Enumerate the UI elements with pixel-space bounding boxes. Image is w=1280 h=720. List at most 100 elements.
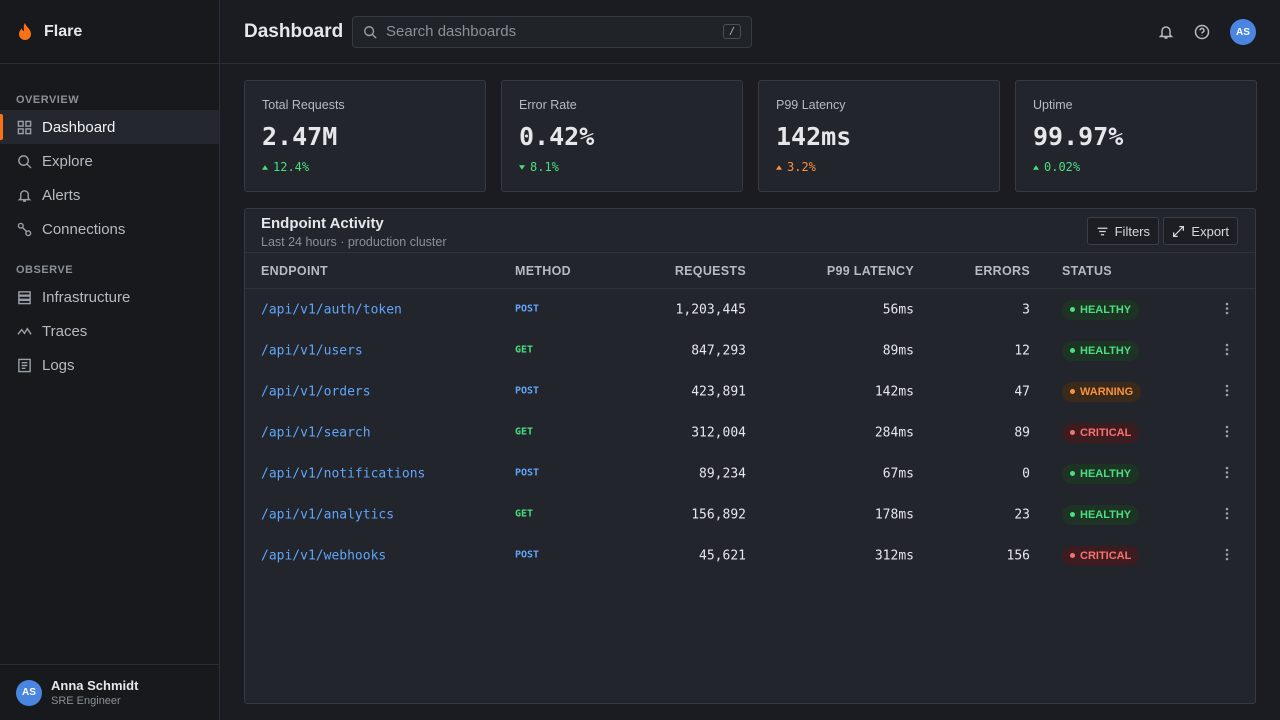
- latency: 312ms: [874, 548, 914, 563]
- stat-change: 12.4%: [262, 160, 468, 174]
- status-dot: [1070, 430, 1075, 435]
- help-button[interactable]: [1194, 24, 1210, 40]
- status-dot: [1070, 471, 1075, 476]
- row-menu[interactable]: [1225, 302, 1229, 318]
- row-menu[interactable]: [1225, 425, 1229, 441]
- method: POST: [515, 467, 540, 478]
- stat-value: 2.47M: [262, 122, 338, 151]
- panel-title: Endpoint Activity: [261, 215, 384, 232]
- column-header: METHOD: [515, 263, 571, 278]
- row-menu[interactable]: [1225, 384, 1229, 400]
- table-row: /api/v1/analytics GET 156,892 178ms 23 HEALTH…: [245, 494, 1255, 535]
- latency: 89ms: [882, 343, 914, 358]
- export-button[interactable]: Export: [1163, 217, 1238, 245]
- brand[interactable]: Flare: [0, 0, 219, 64]
- nav-item[interactable]: Connections: [0, 212, 219, 246]
- row-menu[interactable]: [1225, 343, 1229, 359]
- section-title: OBSERVE: [16, 264, 74, 276]
- change-value: 3.2%: [787, 160, 816, 174]
- user-profile[interactable]: AS Anna Schmidt SRE Engineer: [0, 664, 219, 720]
- stat-value: 0.42%: [519, 122, 595, 151]
- row-menu[interactable]: [1225, 548, 1229, 564]
- errors: 0: [1022, 466, 1030, 481]
- trend-arrow: [776, 164, 782, 170]
- table-row: /api/v1/orders POST 423,891 142ms 47 WARNING: [245, 371, 1255, 412]
- requests: 156,892: [691, 507, 746, 522]
- endpoint-link[interactable]: /api/v1/search: [261, 425, 371, 440]
- table-row: /api/v1/notifications POST 89,234 67ms 0 HEAL…: [245, 453, 1255, 494]
- nav-label: Infrastructure: [42, 288, 131, 306]
- nav-item[interactable]: Traces: [0, 314, 219, 348]
- column-header: STATUS: [1062, 263, 1112, 278]
- endpoint-link[interactable]: /api/v1/webhooks: [261, 548, 387, 563]
- page-title: Dashboard: [244, 20, 344, 42]
- status-badge: WARNING: [1062, 381, 1142, 402]
- nav-item[interactable]: Logs: [0, 348, 219, 382]
- requests: 847,293: [691, 343, 746, 358]
- table-row: /api/v1/search GET 312,004 284ms 89 CRITICAL: [245, 412, 1255, 453]
- nav-label: Dashboard: [42, 118, 116, 136]
- stat-change: 8.1%: [519, 160, 725, 174]
- filters-button[interactable]: Filters: [1086, 217, 1159, 245]
- status-label: HEALTHY: [1080, 508, 1132, 521]
- method: POST: [515, 303, 540, 314]
- sidebar: Flare OVERVIEW Dashboard Explore Alerts …: [0, 0, 220, 720]
- stat-change: 3.2%: [776, 160, 982, 174]
- endpoint-link[interactable]: /api/v1/analytics: [261, 507, 395, 522]
- stat-value: 99.97%: [1033, 122, 1124, 151]
- errors: 89: [1014, 425, 1030, 440]
- nav-label: Logs: [42, 356, 75, 374]
- requests: 1,203,445: [675, 302, 746, 317]
- method: POST: [515, 549, 540, 560]
- latency: 284ms: [874, 425, 914, 440]
- search-box[interactable]: Search dashboards /: [352, 15, 752, 48]
- notifications-button[interactable]: [1158, 24, 1174, 40]
- status-badge: HEALTHY: [1062, 299, 1140, 320]
- latency: 178ms: [874, 507, 914, 522]
- brand-logo: [19, 23, 31, 40]
- nav-item[interactable]: Alerts: [0, 178, 219, 212]
- errors: 3: [1022, 302, 1030, 317]
- status-label: HEALTHY: [1080, 303, 1132, 316]
- endpoint-panel: Endpoint Activity Last 24 hours · produc…: [244, 208, 1256, 704]
- button-label: Export: [1191, 223, 1229, 239]
- endpoint-link[interactable]: /api/v1/orders: [261, 384, 371, 399]
- stat-card: Total Requests 2.47M 12.4%: [244, 80, 486, 192]
- shortcut-key: /: [722, 24, 741, 39]
- nav-item[interactable]: Infrastructure: [0, 280, 219, 314]
- button-label: Filters: [1114, 223, 1150, 239]
- nav-label: Explore: [42, 152, 93, 170]
- stat-card: P99 Latency 142ms 3.2%: [758, 80, 1000, 192]
- user-avatar: AS: [16, 679, 42, 706]
- requests: 45,621: [699, 548, 746, 563]
- status-badge: HEALTHY: [1062, 504, 1140, 525]
- table-row: /api/v1/users GET 847,293 89ms 12 HEALTHY: [245, 330, 1255, 371]
- status-badge: CRITICAL: [1062, 545, 1140, 566]
- panel-subtitle: Last 24 hours · production cluster: [261, 235, 447, 249]
- status-dot: [1070, 512, 1075, 517]
- method: GET: [515, 426, 534, 437]
- row-menu[interactable]: [1225, 507, 1229, 523]
- status-badge: HEALTHY: [1062, 463, 1140, 484]
- endpoint-link[interactable]: /api/v1/notifications: [261, 466, 426, 481]
- requests: 89,234: [699, 466, 746, 481]
- nav-label: Connections: [42, 220, 126, 238]
- user-name: Anna Schmidt: [51, 678, 139, 693]
- endpoint-link[interactable]: /api/v1/auth/token: [261, 302, 402, 317]
- latency: 67ms: [882, 466, 914, 481]
- errors: 12: [1014, 343, 1030, 358]
- nav-item[interactable]: Explore: [0, 144, 219, 178]
- requests: 423,891: [691, 384, 746, 399]
- nav-label: Traces: [42, 322, 88, 340]
- endpoint-link[interactable]: /api/v1/users: [261, 343, 363, 358]
- row-menu[interactable]: [1225, 466, 1229, 482]
- header-avatar[interactable]: AS: [1230, 19, 1256, 45]
- latency: 56ms: [882, 302, 914, 317]
- stat-label: Error Rate: [519, 98, 577, 112]
- status-dot: [1070, 389, 1075, 394]
- change-value: 8.1%: [530, 160, 559, 174]
- nav-item[interactable]: Dashboard: [0, 110, 219, 144]
- method: POST: [515, 385, 540, 396]
- errors: 47: [1014, 384, 1030, 399]
